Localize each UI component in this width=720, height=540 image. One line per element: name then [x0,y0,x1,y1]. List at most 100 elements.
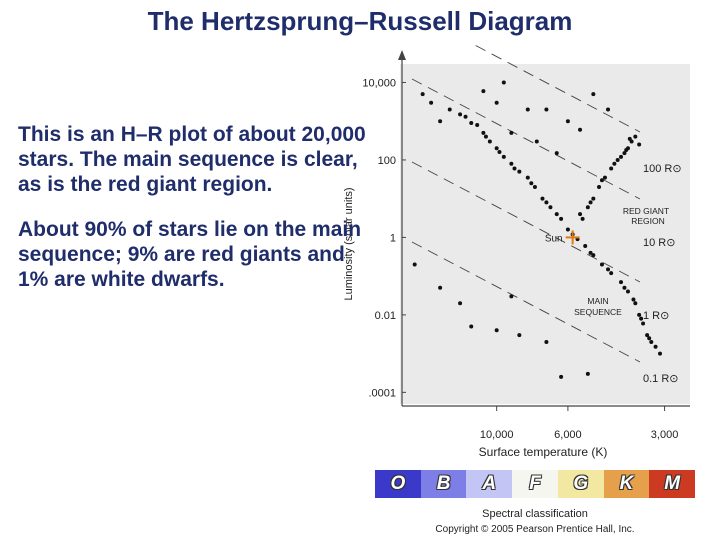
star-point [645,333,650,338]
star-point [494,100,499,105]
radius-line [411,241,641,363]
star-point [649,339,654,344]
star-point [481,130,486,135]
star-point [554,212,559,217]
star-point [637,312,642,317]
red-giant-label-2: REGION [631,216,665,226]
star-point [559,216,564,221]
red-giant-label-1: RED GIANT [623,206,669,216]
star-point [606,107,611,112]
star-point [591,92,596,97]
sun-marker: Sun [545,230,580,245]
spectral-class-label: G [573,473,589,494]
star-point [622,285,627,290]
star-point [602,175,607,180]
star-point [540,196,545,201]
star-point [565,227,570,232]
star-point [625,289,630,294]
star-point [438,285,443,290]
star-point [647,336,652,341]
star-point [583,244,588,249]
star-point [512,166,517,171]
star-point [544,339,549,344]
star-point [469,324,474,329]
axis-ticks: 10,000 100 1 0.01 .0001 10,000 6,000 3,000 [362,77,678,441]
y-axis-arrow [398,50,406,60]
spectral-class-k: K [603,470,650,498]
star-point [497,150,502,155]
spectral-class-g: G [557,470,604,498]
radius-line-label: 0.1 R⊙ [643,373,679,385]
star-point [585,205,590,210]
star-point [627,136,632,141]
star-point [619,154,624,159]
star-point [619,280,624,285]
y-tick-label: 10,000 [362,77,396,89]
star-point [580,216,585,221]
sun-label: Sun [545,233,563,244]
star-point [529,181,534,186]
spectral-class-label: A [482,473,497,494]
radius-line [411,78,641,200]
star-point [483,134,488,139]
spectral-class-label: B [436,473,451,494]
star-point [438,119,443,124]
star-point [420,92,425,97]
radius-line-label: 1 R⊙ [643,310,669,322]
star-point [606,267,611,272]
x-tick-label: 10,000 [480,429,514,441]
spectral-class-f: F [512,470,558,498]
star-point [599,262,604,267]
star-point [458,301,463,306]
star-point [591,253,596,258]
star-point [544,107,549,112]
star-point [463,114,468,119]
star-point [633,301,638,306]
radius-line [411,161,641,283]
star-point [559,374,564,379]
y-tick-label: 0.01 [375,310,396,322]
radius-line-label: 10 R⊙ [643,237,675,249]
star-point [469,120,474,125]
star-point [447,107,452,112]
star-point [631,297,636,302]
copyright-text: Copyright © 2005 Pearson Prentice Hall, … [435,524,635,535]
main-sequence-label-1: MAIN [587,296,608,306]
spectral-class-label: K [619,473,634,494]
star-point [554,151,559,156]
star-point [525,175,530,180]
x-tick-label: 3,000 [651,429,679,441]
star-point [525,107,530,112]
x-tick-label: 6,000 [554,429,582,441]
star-point [548,205,553,210]
star-point [588,250,593,255]
star-point [578,127,583,132]
spectral-class-label: M [664,473,681,494]
spectral-class-o: O [375,470,421,498]
star-point [544,200,549,205]
star-point [501,80,506,85]
star-point [633,134,638,139]
star-point [653,344,658,349]
star-point [481,89,486,94]
spectral-class-m: M [649,470,696,498]
y-tick-label: 100 [378,155,396,167]
spectral-class-b: B [420,470,467,498]
spectral-class-label: O [390,473,406,494]
star-point [458,112,463,117]
star-point [641,321,646,326]
star-point [609,271,614,276]
star-point [637,142,642,147]
paragraph-star-fractions: About 90% of stars lie on the main seque… [18,218,362,291]
radius-line-label: 100 R⊙ [643,163,682,175]
star-point [609,166,614,171]
star-point [429,100,434,105]
spectral-class-a: A [466,470,513,498]
star-point [532,185,537,190]
star-point [599,178,604,183]
slide-title: The Hertzsprung–Russell Diagram [147,6,573,36]
y-tick-label: .0001 [368,387,396,399]
star-point [624,148,629,153]
star-point [509,294,514,299]
